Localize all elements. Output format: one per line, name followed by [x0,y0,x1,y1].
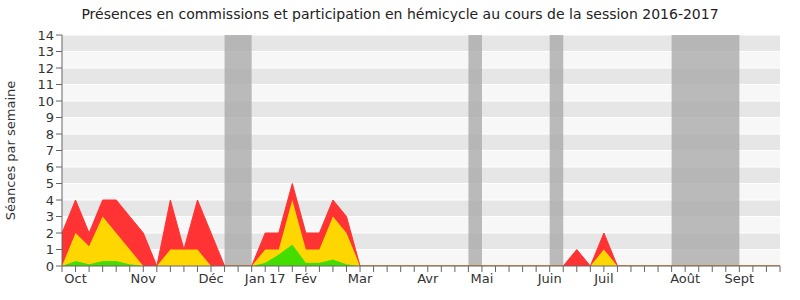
svg-text:Oct: Oct [64,271,86,286]
svg-text:Jan 17: Jan 17 [244,271,286,286]
svg-text:10: 10 [37,94,54,109]
svg-text:8: 8 [46,127,54,142]
svg-text:7: 7 [46,143,54,158]
svg-text:2: 2 [46,226,54,241]
svg-text:9: 9 [46,110,54,125]
svg-text:Juil: Juil [593,271,613,286]
svg-text:11: 11 [37,77,54,92]
svg-text:Mar: Mar [348,271,373,286]
svg-text:Août: Août [670,271,700,286]
svg-text:1: 1 [46,242,54,257]
svg-text:13: 13 [37,44,54,59]
html-text:Présences en commissions et pa: Présences en commissions et participatio… [81,6,719,22]
svg-text:Fév: Fév [295,271,318,286]
svg-text:Déc: Déc [198,271,223,286]
svg-text:Sept: Sept [725,271,755,286]
svg-text:6: 6 [46,160,54,175]
svg-text:5: 5 [46,176,54,191]
svg-text:Juin: Juin [537,271,562,286]
svg-text:Nov: Nov [131,271,157,286]
svg-text:3: 3 [46,209,54,224]
svg-text:Mai: Mai [471,271,494,286]
svg-text:4: 4 [46,193,54,208]
svg-text:0: 0 [46,259,54,274]
svg-text:Avr: Avr [417,271,439,286]
svg-text:12: 12 [37,61,54,76]
svg-text:Séances par semaine: Séances par semaine [8,81,18,220]
svg-text:14: 14 [37,28,54,43]
